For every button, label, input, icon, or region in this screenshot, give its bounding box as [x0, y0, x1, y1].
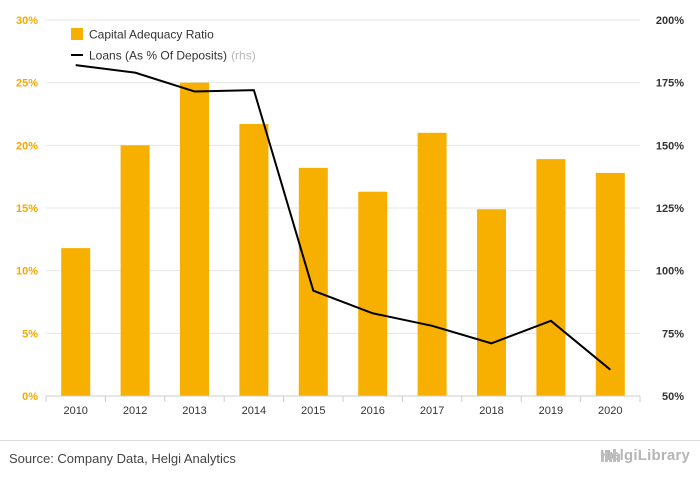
- x-tick-label: 2018: [479, 405, 503, 417]
- bar: [477, 209, 506, 396]
- library-icon: [601, 449, 621, 462]
- y-right-tick-label: 175%: [656, 78, 684, 90]
- helgi-library-logo[interactable]: HelgiLibrary: [600, 447, 690, 464]
- line-series: [75, 64, 611, 371]
- bar: [180, 82, 209, 397]
- source-note: Source: Company Data, Helgi Analytics: [9, 451, 236, 466]
- bar: [120, 145, 150, 396]
- bar: [239, 124, 269, 396]
- x-tick-label: 2016: [360, 405, 384, 417]
- y-left-tick-label: 30%: [16, 15, 38, 27]
- y-left-tick-label: 15%: [16, 203, 38, 215]
- y-left-tick-label: 25%: [16, 78, 38, 90]
- y-right-tick-label: 150%: [656, 140, 684, 152]
- y-right-tick-label: 125%: [656, 203, 684, 215]
- x-tick-label: 2013: [182, 405, 206, 417]
- bar: [358, 191, 388, 396]
- y-left-tick-label: 10%: [16, 266, 38, 278]
- legend-swatch-capital-adequacy: [71, 28, 83, 40]
- loans-line: [75, 64, 611, 371]
- bar: [298, 167, 328, 396]
- chart-svg: 0% 5% 10% 15% 20% 25% 30% 50% 75% 100% 125% 150% 17…: [16, 15, 684, 417]
- legend-label-capital-adequacy: Capital Adequacy Ratio: [89, 28, 214, 42]
- y-axis-right: 50% 75% 100% 125% 150% 175% 200%: [656, 15, 684, 403]
- y-right-tick-label: 100%: [656, 266, 684, 278]
- bar-series: [61, 82, 625, 397]
- y-axis-left: 0% 5% 10% 15% 20% 25% 30%: [16, 15, 38, 403]
- y-left-tick-label: 0%: [22, 391, 38, 403]
- legend-label-loans: Loans (As % Of Deposits) (rhs): [89, 49, 256, 63]
- legend-label-loans-text: Loans (As % Of Deposits): [89, 49, 227, 63]
- y-left-tick-label: 20%: [16, 140, 38, 152]
- x-axis: 2010 2012 2013 2014 2015 2016 2017 2018 2019 2020: [45, 395, 641, 417]
- x-tick-label: 2015: [301, 405, 325, 417]
- legend-label-loans-rhs: (rhs): [231, 49, 256, 63]
- x-tick-label: 2014: [242, 405, 266, 417]
- bar: [61, 248, 91, 396]
- logo-text: HelgiLibrary: [600, 447, 690, 464]
- x-tick-label: 2012: [123, 405, 147, 417]
- x-tick-label: 2020: [598, 405, 622, 417]
- footer-divider: [0, 440, 700, 441]
- y-right-tick-label: 75%: [662, 328, 684, 340]
- x-tick-label: 2019: [539, 405, 563, 417]
- bar: [417, 132, 447, 397]
- x-tick-label: 2010: [63, 405, 87, 417]
- y-right-tick-label: 50%: [662, 391, 684, 403]
- bar: [536, 159, 566, 396]
- legend: Capital Adequacy Ratio Loans (As % Of De…: [71, 28, 256, 63]
- x-tick-label: 2017: [420, 405, 444, 417]
- y-right-tick-label: 200%: [656, 15, 684, 27]
- y-left-tick-label: 5%: [22, 328, 38, 340]
- bar: [595, 172, 625, 396]
